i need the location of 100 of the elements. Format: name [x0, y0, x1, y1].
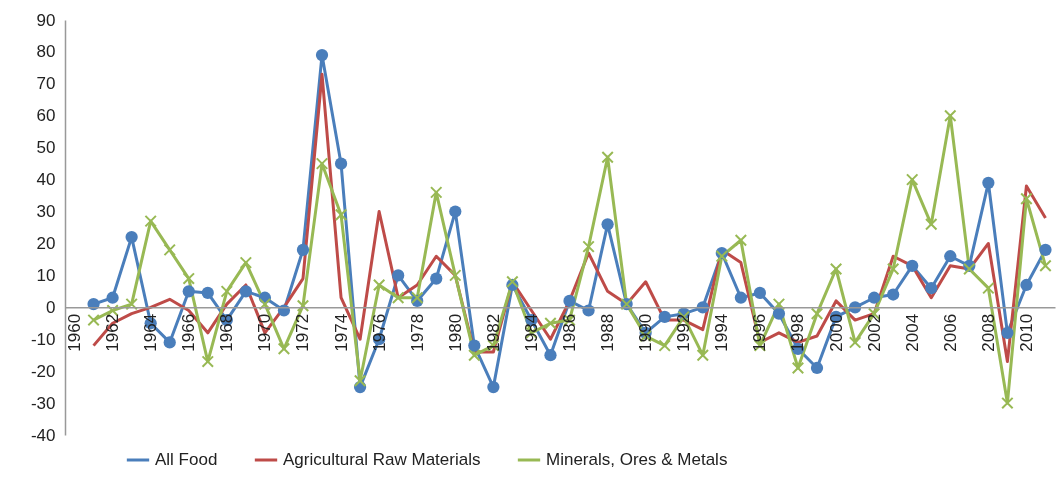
x-tick-label: 2000 — [826, 313, 846, 352]
point — [182, 272, 195, 285]
x-tick-label: 2006 — [940, 313, 960, 352]
point — [1020, 278, 1033, 292]
x-tick-label: 1992 — [674, 313, 694, 352]
point — [487, 381, 500, 394]
point — [810, 361, 824, 375]
x-tick-label: 2002 — [864, 313, 884, 352]
x-tick-label: 1982 — [483, 313, 503, 352]
point — [201, 286, 214, 300]
y-tick-label: 10 — [36, 265, 56, 285]
point — [1039, 259, 1052, 273]
y-tick-label: 40 — [36, 170, 56, 190]
point — [430, 272, 443, 285]
y-tick-label: 90 — [36, 10, 56, 30]
point — [791, 361, 805, 375]
point — [658, 339, 671, 352]
point — [239, 256, 253, 269]
x-tick-label: 1972 — [293, 313, 313, 352]
y-tick-label: 60 — [36, 106, 56, 126]
point — [544, 349, 557, 362]
point — [886, 262, 900, 276]
point — [201, 355, 215, 368]
x-tick-label: 1976 — [369, 313, 389, 352]
point — [334, 157, 348, 170]
point — [925, 282, 938, 295]
x-tick-label: 2004 — [902, 313, 922, 352]
point — [563, 294, 576, 308]
x-tick-label: 1986 — [560, 313, 580, 352]
point — [334, 208, 348, 221]
point — [163, 243, 176, 257]
point — [963, 262, 976, 276]
point — [106, 291, 119, 304]
x-tick-label: 1970 — [255, 313, 275, 352]
point — [772, 307, 786, 320]
point — [601, 218, 614, 231]
x-tick-label: 1996 — [750, 313, 770, 352]
point — [449, 205, 462, 218]
legend-label: All Food — [155, 450, 218, 469]
x-tick-label: 1968 — [217, 313, 237, 352]
x-tick-label: 1960 — [65, 313, 85, 352]
point — [696, 348, 710, 362]
point — [315, 49, 329, 62]
point — [468, 339, 481, 352]
point — [544, 317, 557, 330]
point — [810, 307, 824, 320]
point — [868, 291, 881, 304]
point — [239, 285, 252, 298]
point — [392, 269, 405, 282]
x-tick-label: 2010 — [1016, 313, 1036, 352]
point — [829, 262, 843, 276]
point — [1039, 243, 1052, 256]
point — [1020, 192, 1033, 206]
x-tick-label: 1962 — [103, 313, 123, 352]
point — [734, 291, 747, 304]
x-tick-label: 1966 — [179, 313, 199, 352]
point — [144, 214, 157, 228]
x-tick-label: 1984 — [521, 313, 541, 352]
point — [391, 291, 405, 304]
point — [753, 286, 767, 300]
point — [601, 151, 614, 164]
y-tick-label: 30 — [36, 202, 56, 222]
x-tick-label: 1974 — [331, 313, 351, 352]
point — [905, 173, 919, 186]
point — [734, 234, 748, 247]
point — [982, 281, 995, 295]
y-tick-label: -30 — [30, 393, 56, 413]
point — [772, 297, 786, 311]
y-tick-label: -40 — [30, 425, 56, 445]
point — [372, 278, 386, 292]
point — [87, 313, 100, 327]
point — [944, 109, 957, 123]
point — [906, 259, 919, 272]
x-tick-label: 1964 — [141, 313, 161, 352]
y-tick-label: 70 — [36, 74, 56, 94]
point — [658, 310, 671, 323]
point — [315, 157, 329, 170]
point — [410, 291, 424, 304]
x-tick-label: 1980 — [445, 313, 465, 352]
y-tick-label: 0 — [46, 297, 56, 317]
point — [848, 336, 862, 349]
y-tick-label: -20 — [30, 361, 56, 381]
point — [296, 243, 310, 256]
point — [887, 288, 900, 301]
point — [468, 348, 481, 362]
point — [220, 285, 234, 298]
point — [163, 336, 176, 349]
y-tick-label: -10 — [30, 329, 56, 349]
point — [277, 342, 291, 356]
point — [1001, 326, 1014, 339]
legend-label: Agricultural Raw Materials — [283, 450, 481, 469]
point — [125, 230, 138, 244]
x-tick-label: 1990 — [636, 313, 656, 352]
x-tick-label: 1994 — [712, 313, 732, 352]
x-tick-label: 2008 — [978, 313, 998, 352]
point — [1001, 396, 1014, 410]
y-tick-label: 50 — [36, 138, 56, 158]
point — [430, 186, 443, 199]
x-tick-label: 1978 — [407, 313, 427, 352]
point — [353, 374, 367, 387]
